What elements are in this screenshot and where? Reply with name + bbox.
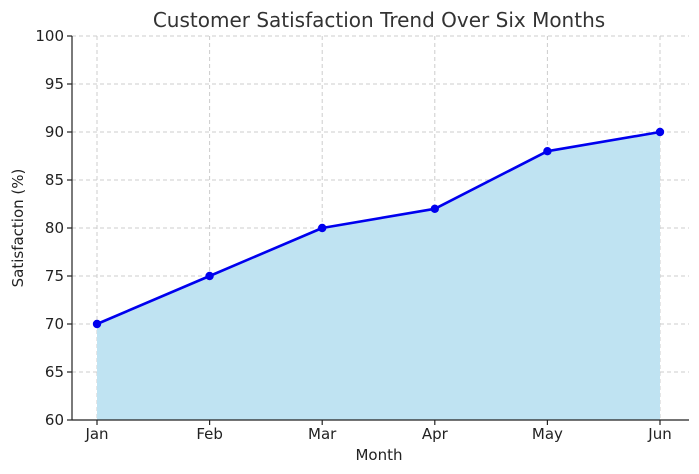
x-tick-labels: Jan Feb Mar Apr May Jun (84, 425, 671, 443)
points-layer (92, 127, 665, 329)
y-tick-label: 100 (35, 27, 64, 45)
data-point-jan (92, 319, 102, 329)
y-tick-label: 80 (45, 219, 64, 237)
x-tick-label: Jan (84, 425, 108, 443)
x-tick-label: Mar (308, 425, 337, 443)
y-tick-label: 90 (45, 123, 64, 141)
y-axis-label: Satisfaction (%) (9, 169, 27, 288)
y-tick-label: 95 (45, 75, 64, 93)
y-tick-label: 65 (45, 363, 64, 381)
x-tick-label: May (532, 425, 563, 443)
x-axis-label: Month (355, 446, 402, 464)
data-point-mar (318, 223, 327, 233)
x-tick-label: Apr (422, 425, 449, 443)
series-line-satisfaction (96, 130, 661, 326)
data-point-jun (655, 127, 665, 137)
chart-title: Customer Satisfaction Trend Over Six Mon… (153, 8, 605, 32)
y-tick-labels: 60 65 70 75 80 85 90 95 100 (35, 27, 64, 429)
y-tick-label: 60 (45, 411, 64, 429)
data-point-apr (430, 204, 439, 213)
axes-layer (67, 35, 689, 425)
y-tick-label: 75 (45, 267, 64, 285)
x-tick-label: Feb (196, 425, 223, 443)
area-fill (97, 132, 660, 420)
data-point-may (543, 147, 552, 156)
y-tick-label: 85 (45, 171, 64, 189)
data-point-feb (205, 271, 214, 281)
x-tick-label: Jun (647, 425, 671, 443)
y-tick-label: 70 (45, 315, 64, 333)
